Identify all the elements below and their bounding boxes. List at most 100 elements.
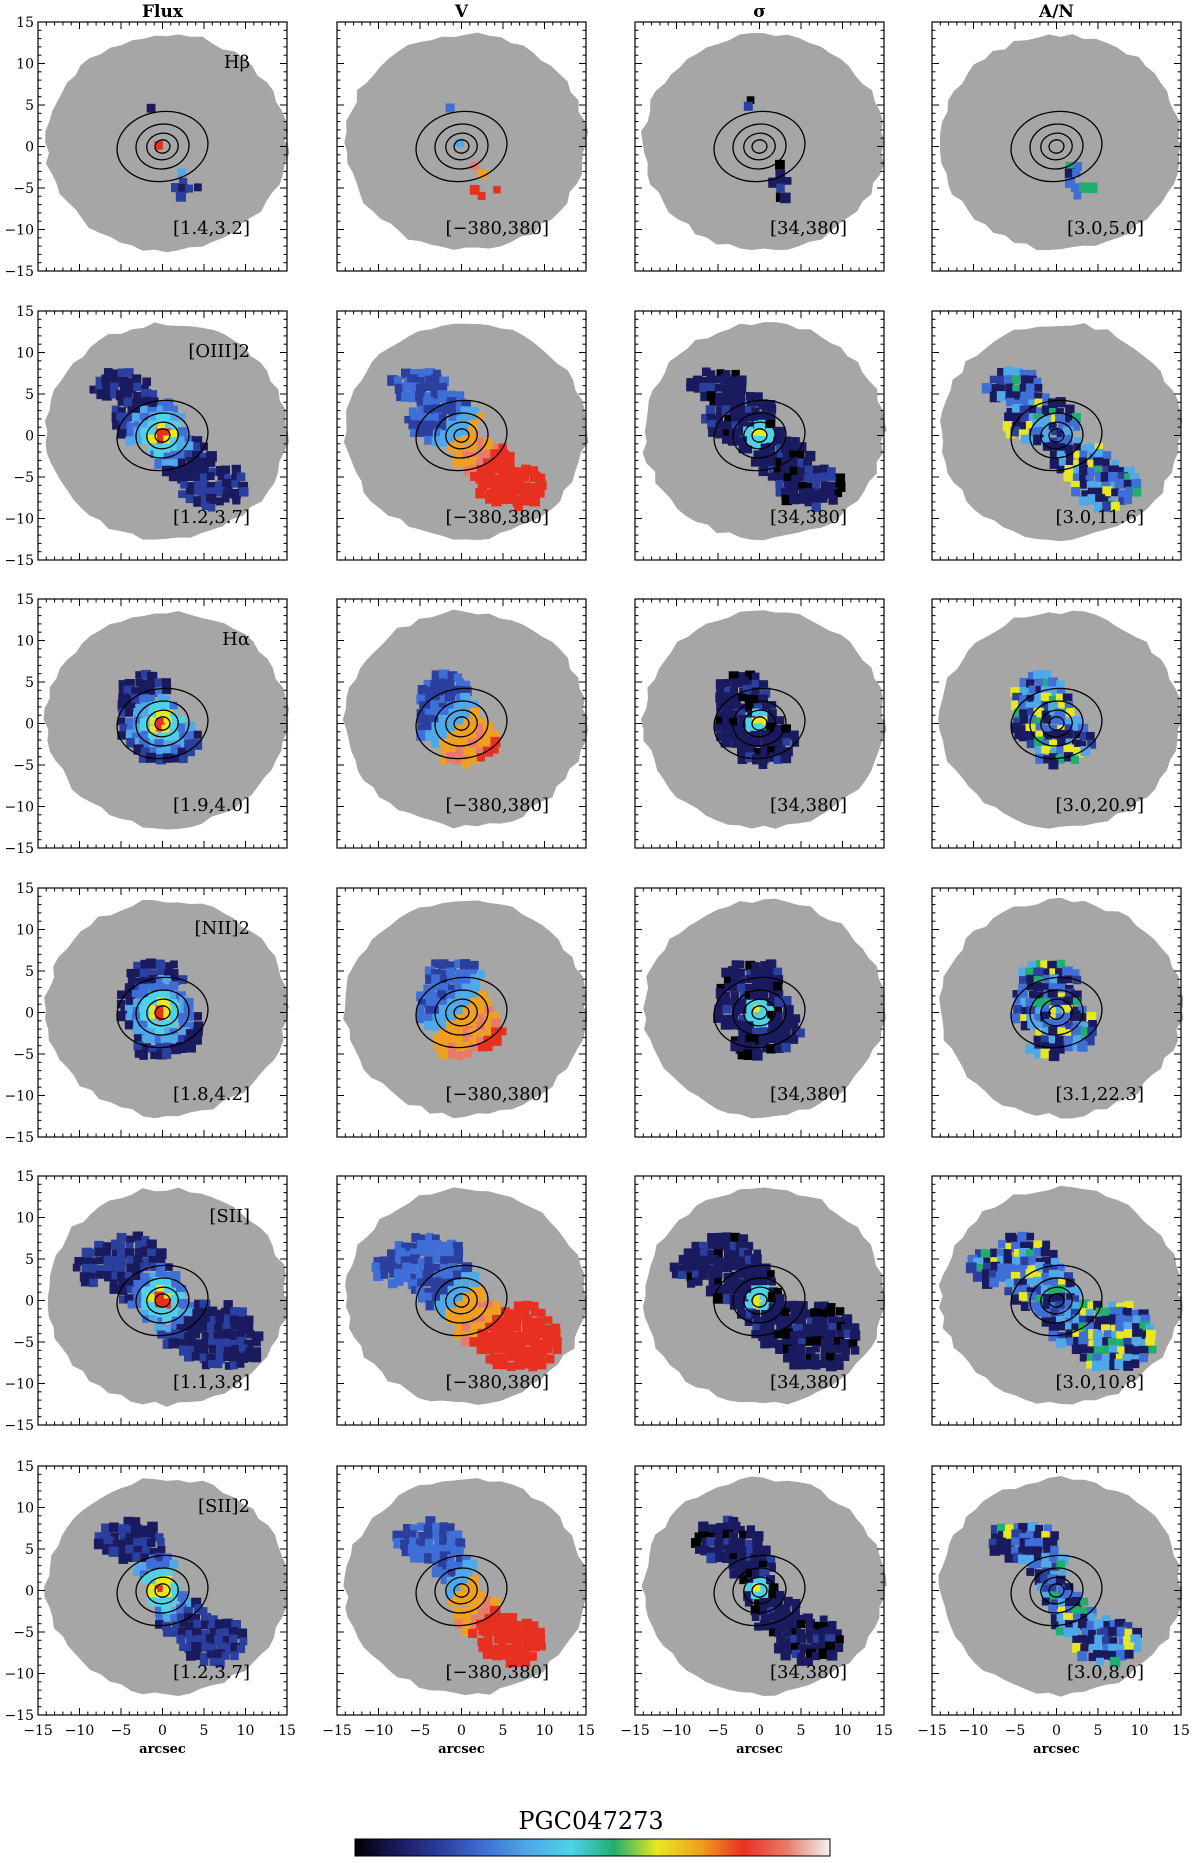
y-tick-label: −5 xyxy=(13,181,34,197)
value-range-label: [1.2,3.7] xyxy=(173,1662,250,1683)
isophote-contour xyxy=(1048,1293,1065,1308)
isophote-contour xyxy=(1048,139,1065,154)
isophote-contour xyxy=(751,1005,768,1020)
axis-ticks xyxy=(931,598,1182,849)
x-tick-label: 0 xyxy=(1052,1723,1061,1739)
voronoi-bins xyxy=(686,367,846,512)
y-tick-label: −15 xyxy=(4,841,34,857)
y-tick-label: −10 xyxy=(4,1667,34,1683)
map-panel: [3.0,20.9] xyxy=(931,598,1182,849)
isophote-contour xyxy=(743,998,776,1027)
isophote-contour xyxy=(1029,700,1084,747)
y-tick-label: 15 xyxy=(16,304,34,320)
isophote-contour xyxy=(751,139,768,154)
emission-line-label: [OIII]2 xyxy=(188,341,250,362)
isophote-contour xyxy=(146,421,179,450)
x-tick-label: 10 xyxy=(237,1723,255,1739)
isophote-contour xyxy=(415,1554,508,1627)
isophote-contour xyxy=(713,976,806,1049)
isophote-contours xyxy=(116,399,209,472)
isophote-contour xyxy=(732,989,787,1036)
y-tick-label: 10 xyxy=(16,346,34,362)
voronoi-bins xyxy=(1011,959,1097,1062)
map-panel: −15 −10 −5 0 5 10 15 [OIII]2 [1.2,3.7] xyxy=(4,304,289,569)
voronoi-bins xyxy=(743,96,792,204)
isophote-contour xyxy=(713,1264,806,1337)
x-tick-label: 0 xyxy=(158,1723,167,1739)
x-tick-label: −10 xyxy=(364,1723,394,1739)
map-panel: −15 −10 −5 0 5 10 15 −15 −10 −5 0 5 10 15 arcsec [SII]2… xyxy=(4,1459,295,1757)
y-tick-label: 0 xyxy=(25,717,34,733)
y-tick-label: −5 xyxy=(13,470,34,486)
isophote-contours xyxy=(1010,110,1103,183)
map-panel: −15 −10 −5 0 5 10 15 [NII]2 [1.8,4.2] xyxy=(4,881,289,1146)
voronoi-bins xyxy=(416,669,501,769)
map-panel: [34,380] xyxy=(634,310,887,561)
isophote-contour xyxy=(445,998,478,1027)
isophote-contours xyxy=(116,976,209,1049)
isophote-contour xyxy=(146,132,179,161)
figure-title: PGC047273 xyxy=(518,1807,663,1835)
axis-ticks xyxy=(634,887,885,1138)
isophote-contour xyxy=(732,700,787,747)
x-axis-label: arcsec xyxy=(736,1742,783,1757)
y-tick-label: 15 xyxy=(16,881,34,897)
isophote-contours xyxy=(1010,1264,1103,1337)
isophote-contour xyxy=(434,1567,489,1614)
isophote-contours xyxy=(415,976,508,1049)
isophote-contour xyxy=(116,110,209,183)
isophote-contour xyxy=(1040,1286,1073,1315)
isophote-contour xyxy=(116,976,209,1049)
isophote-contour xyxy=(1048,716,1065,731)
x-tick-label: −10 xyxy=(662,1723,692,1739)
y-tick-label: −15 xyxy=(4,1130,34,1146)
isophote-contour xyxy=(1040,709,1073,738)
isophote-contour xyxy=(154,1583,171,1598)
axis-ticks xyxy=(336,21,587,272)
isophote-contour xyxy=(116,1554,209,1627)
map-panel: [−380,380] xyxy=(336,1175,587,1426)
map-panel: [−380,380] xyxy=(336,598,589,849)
masked-field xyxy=(45,34,290,253)
x-tick-label: −10 xyxy=(959,1723,989,1739)
isophote-contour xyxy=(445,132,478,161)
y-tick-label: 10 xyxy=(16,1211,34,1227)
map-panel: [34,380] xyxy=(634,1175,886,1426)
x-axis-label: arcsec xyxy=(139,1742,186,1757)
voronoi-bins xyxy=(965,1231,1157,1372)
value-range-label: [34,380] xyxy=(770,1662,847,1683)
isophote-contour xyxy=(743,1286,776,1315)
isophote-contour xyxy=(743,132,776,161)
axis-ticks xyxy=(931,1465,1182,1716)
x-axis-label: arcsec xyxy=(1033,1742,1080,1757)
isophote-contour xyxy=(116,687,209,760)
isophote-contours xyxy=(116,1264,209,1337)
isophote-contour xyxy=(743,421,776,450)
value-range-label: [1.4,3.2] xyxy=(173,218,250,239)
voronoi-bins xyxy=(371,1232,562,1372)
isophote-contour xyxy=(1010,110,1103,183)
x-tick-label: 10 xyxy=(536,1723,554,1739)
y-tick-label: 5 xyxy=(25,675,34,691)
isophote-contour xyxy=(1029,989,1084,1036)
isophote-contour xyxy=(713,1554,806,1627)
isophote-contour xyxy=(135,989,190,1036)
isophote-contour xyxy=(434,123,489,170)
value-range-label: [34,380] xyxy=(770,795,847,816)
isophote-contours xyxy=(116,1554,209,1627)
isophote-contours xyxy=(713,976,806,1049)
isophote-contours xyxy=(415,399,508,472)
value-range-label: [1.2,3.7] xyxy=(173,507,250,528)
value-range-label: [−380,380] xyxy=(445,1662,549,1683)
isophote-contour xyxy=(453,139,470,154)
isophote-contour xyxy=(135,1277,190,1324)
x-tick-label: 0 xyxy=(755,1723,764,1739)
value-range-label: [−380,380] xyxy=(445,1372,549,1393)
isophote-contour xyxy=(1010,1264,1103,1337)
value-range-label: [−380,380] xyxy=(445,1084,549,1105)
column-header: V xyxy=(454,2,469,22)
isophote-contour xyxy=(434,700,489,747)
map-panel: [3.0,11.6] xyxy=(931,310,1183,561)
map-panel: −15 −10 −5 0 5 10 15 arcsec [3.0,8.0] xyxy=(917,1465,1190,1757)
x-tick-label: −5 xyxy=(708,1723,729,1739)
